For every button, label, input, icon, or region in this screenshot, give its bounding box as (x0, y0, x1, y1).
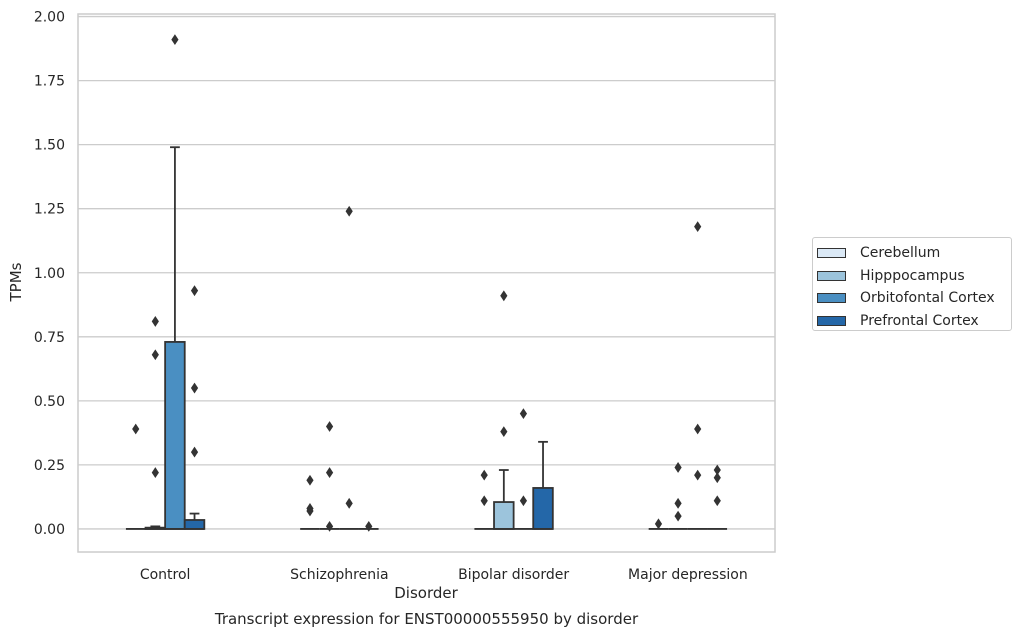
box-prefrontal-cortex (183, 512, 206, 530)
outlier-point (480, 469, 488, 481)
box-body (164, 341, 186, 530)
outlier-point (190, 382, 199, 394)
y-axis-label: TPMs (7, 262, 25, 302)
outlier-point (151, 349, 159, 361)
outlier-point (325, 467, 334, 478)
outlier-point (306, 474, 314, 486)
x-tick-labels: Control Schizophrenia Bipolar disorder Majo… (140, 567, 748, 583)
outlier-point (306, 505, 314, 517)
boxes (125, 146, 728, 530)
plot-frame (77, 13, 776, 553)
legend-swatch (817, 248, 846, 259)
outlier-point (694, 469, 702, 481)
legend-label: Prefrontal Cortex (860, 312, 979, 329)
y-tick-label: 0.00 (34, 522, 65, 538)
outliers (132, 34, 721, 532)
legend: Cerebellum Hipppocampus Orbitofontal Corte… (812, 237, 1012, 331)
outlier-point (694, 221, 702, 233)
x-tick-label: Major depression (628, 567, 748, 583)
outlier-point (713, 464, 721, 476)
plot-border (77, 13, 776, 553)
legend-item: Cerebellum (817, 242, 1011, 265)
x-tick-label: Bipolar disorder (458, 567, 569, 583)
outlier-point (519, 495, 528, 507)
outlier-point (345, 205, 353, 217)
box-body (183, 519, 206, 530)
outlier-point (190, 446, 199, 458)
outlier-point (713, 472, 721, 484)
outlier-point (325, 421, 334, 432)
box-prefrontal-cortex (532, 440, 554, 530)
outlier-point (151, 316, 159, 327)
outlier-point (500, 426, 508, 437)
x-axis-label: Disorder (394, 584, 458, 602)
outlier-point (519, 408, 528, 420)
y-tick-label: 1.00 (34, 266, 65, 282)
outlier-point (674, 510, 682, 522)
y-tick-label: 1.50 (34, 138, 65, 154)
y-tick-label: 0.50 (34, 394, 65, 410)
outlier-point (480, 495, 488, 507)
outlier-point (713, 495, 721, 507)
y-tick-label: 0.25 (34, 458, 65, 474)
outlier-point (694, 423, 702, 435)
x-tick-label: Schizophrenia (290, 567, 388, 583)
grid-lines (78, 15, 775, 530)
box-orbitofontal-cortex (164, 146, 186, 530)
outlier-point (365, 520, 373, 532)
outlier-point (500, 290, 508, 302)
outlier-point (171, 34, 179, 46)
legend-item: Orbitofontal Cortex (817, 287, 1011, 310)
outlier-point (674, 497, 682, 509)
box-body (532, 487, 554, 530)
legend-swatch (817, 315, 846, 326)
legend-swatch (817, 293, 846, 304)
box-body (493, 501, 515, 530)
legend-label: Hipppocampus (860, 267, 965, 284)
legend-swatch (817, 270, 846, 281)
legend-item: Prefrontal Cortex (817, 310, 1011, 333)
legend-item: Hipppocampus (817, 265, 1011, 288)
y-tick-labels: 0.00 0.25 0.50 0.75 1.00 1.25 1.50 1.75 2.00 (34, 10, 65, 538)
outlier-point (190, 285, 199, 297)
chart-caption: Transcript expression for ENST0000055595… (214, 610, 639, 628)
legend-label: Cerebellum (860, 245, 941, 262)
outlier-point (654, 518, 663, 530)
y-tick-label: 2.00 (34, 10, 65, 26)
box-hipppocampus (144, 525, 167, 530)
box-hipppocampus (493, 469, 515, 530)
outlier-point (325, 520, 334, 532)
y-tick-label: 1.75 (34, 74, 65, 90)
legend-label: Orbitofontal Cortex (860, 290, 995, 307)
x-tick-label: Control (140, 567, 191, 583)
outlier-point (345, 497, 353, 509)
outlier-point (674, 462, 682, 473)
y-tick-label: 0.75 (34, 330, 65, 346)
y-tick-label: 1.25 (34, 202, 65, 218)
outlier-point (132, 423, 140, 435)
outlier-point (151, 467, 159, 478)
